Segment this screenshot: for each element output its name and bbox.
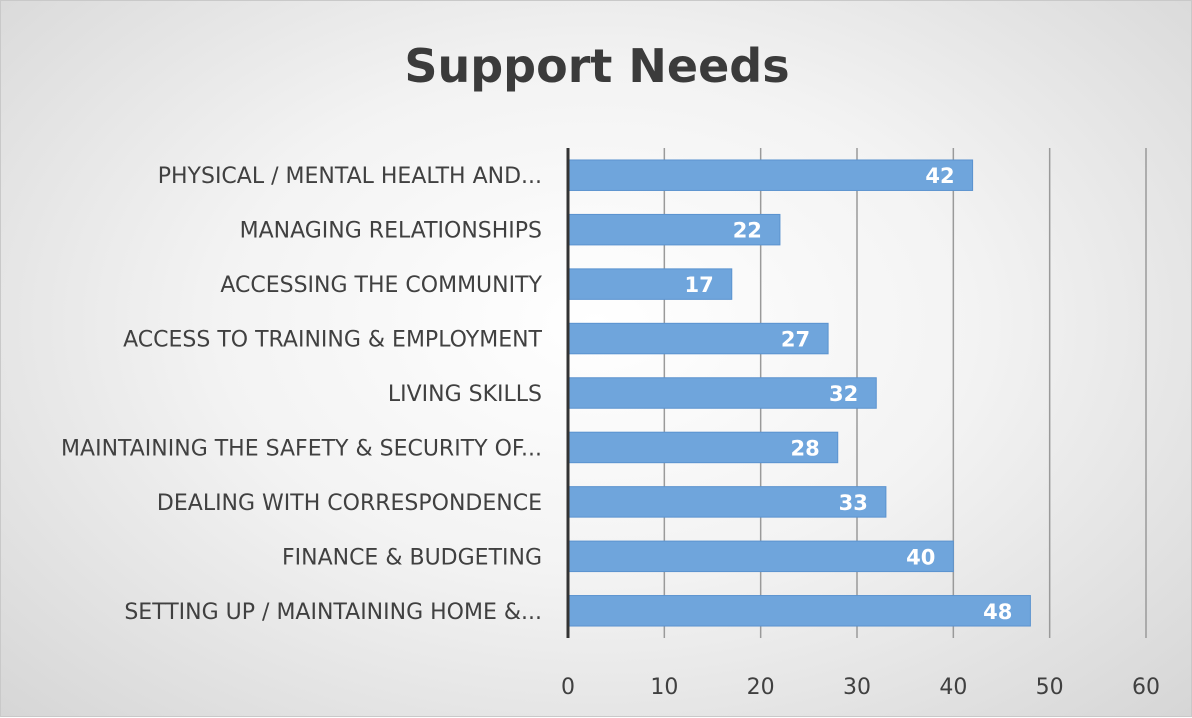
x-tick-label: 50 <box>1036 675 1064 700</box>
bar <box>567 159 974 191</box>
data-label: 27 <box>781 328 810 352</box>
category-label: SETTING UP / MAINTAINING HOME &... <box>124 600 542 625</box>
category-label: FINANCE & BUDGETING <box>282 545 542 570</box>
data-label: 28 <box>790 436 819 460</box>
x-tick-label: 30 <box>843 675 871 700</box>
x-tick-label: 60 <box>1132 675 1160 700</box>
category-label: MAINTAINING THE SAFETY & SECURITY OF... <box>61 436 542 461</box>
category-label: MANAGING RELATIONSHIPS <box>240 219 542 244</box>
bar <box>567 431 839 464</box>
data-label: 42 <box>925 164 954 188</box>
bar <box>567 377 877 409</box>
x-tick-label: 40 <box>939 675 967 700</box>
data-label: 17 <box>685 273 714 297</box>
bar <box>567 540 954 573</box>
bar <box>567 486 887 518</box>
bar <box>567 322 829 355</box>
bar <box>567 213 781 246</box>
x-tick-label: 10 <box>650 675 678 700</box>
x-tick-label: 0 <box>561 675 575 700</box>
bar <box>567 595 1031 627</box>
data-label: 33 <box>839 491 868 515</box>
category-label: DEALING WITH CORRESPONDENCE <box>157 491 542 516</box>
data-label: 48 <box>983 600 1012 624</box>
category-label: PHYSICAL / MENTAL HEALTH AND... <box>158 164 542 189</box>
chart-title: Support Needs <box>404 39 790 93</box>
x-tick-label: 20 <box>747 675 775 700</box>
category-label: LIVING SKILLS <box>388 382 542 407</box>
category-label: ACCESS TO TRAINING & EMPLOYMENT <box>123 328 542 353</box>
data-label: 22 <box>733 219 762 243</box>
data-label: 32 <box>829 382 858 406</box>
category-label: ACCESSING THE COMMUNITY <box>220 273 542 298</box>
data-label: 40 <box>906 545 935 569</box>
